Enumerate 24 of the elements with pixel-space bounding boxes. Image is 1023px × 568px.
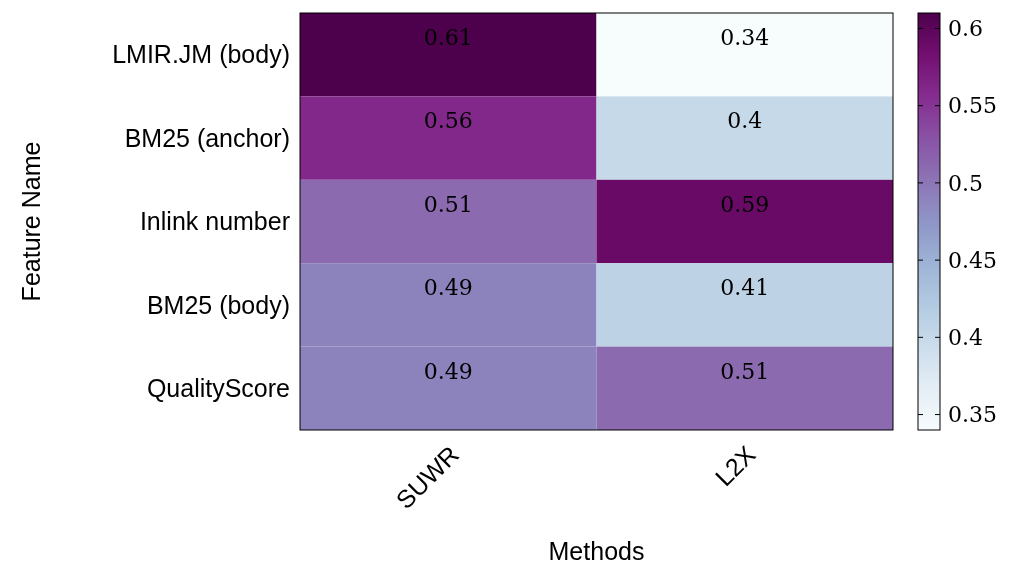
data-label: 0.4 [727, 108, 763, 134]
x-tick-label: L2X [709, 439, 761, 492]
data-label: 0.61 [423, 25, 473, 50]
data-label: 0.56 [423, 108, 473, 134]
data-label: 0.59 [720, 191, 770, 217]
data-label: 0.51 [720, 358, 770, 384]
y-tick-label: Inlink number [139, 207, 290, 236]
color-bar-label: 0.55 [948, 93, 997, 119]
color-bar-label: 0.45 [948, 247, 997, 273]
y-axis-title: Feature Name [17, 141, 45, 302]
data-label: 0.34 [720, 25, 770, 50]
color-bar-label: 0.35 [948, 402, 997, 428]
data-label: 0.49 [423, 275, 473, 301]
color-bar-label: 0.5 [948, 170, 983, 196]
data-label: 0.49 [423, 358, 473, 384]
y-tick-label: BM25 (body) [146, 290, 290, 319]
x-axis-title: Methods [548, 537, 645, 565]
color-bar-label: 0.6 [948, 16, 983, 42]
y-tick-label: BM25 (anchor) [124, 123, 290, 152]
data-label: 0.41 [720, 275, 770, 301]
color-bar-label: 0.4 [948, 325, 983, 351]
y-tick-label: QualityScore [146, 374, 290, 403]
y-tick-label: LMIR.JM (body) [112, 40, 290, 69]
data-label: 0.51 [423, 191, 473, 217]
